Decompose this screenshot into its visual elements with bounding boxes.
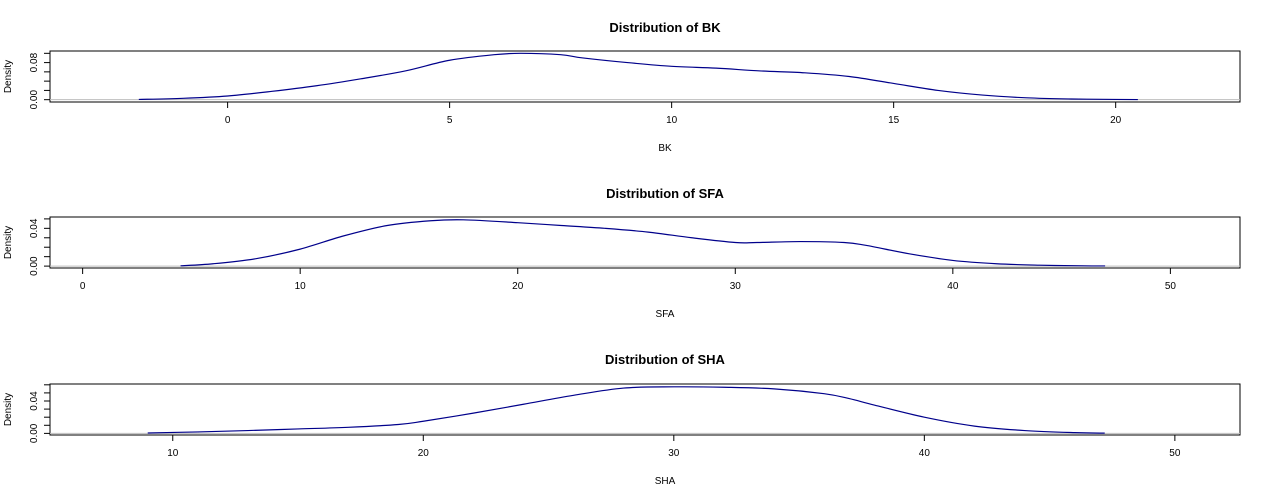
x-axis-label: BK xyxy=(658,143,672,154)
y-tick-label: 0.00 xyxy=(29,423,40,443)
density-curve xyxy=(180,219,1106,267)
density-curve xyxy=(138,52,1138,101)
x-tick-label: 40 xyxy=(919,448,931,459)
x-tick-label: 40 xyxy=(947,281,959,292)
x-tick-label: 10 xyxy=(666,115,678,126)
x-tick-label: 5 xyxy=(447,115,453,126)
x-tick-label: 20 xyxy=(418,448,430,459)
chart-panel: Distribution of BK 0 5 10 15 20 0.00 0.08 BK Dens… xyxy=(3,20,1241,154)
y-tick-label: 0.04 xyxy=(29,391,40,411)
y-axis-label: Density xyxy=(3,60,14,93)
x-tick-label: 50 xyxy=(1165,281,1177,292)
y-axis-label: Density xyxy=(3,226,14,259)
chart-title: Distribution of BK xyxy=(609,20,721,35)
y-axis-label: Density xyxy=(3,393,14,426)
x-tick-label: 10 xyxy=(167,448,179,459)
y-tick-label: 0.00 xyxy=(29,90,40,110)
x-tick-label: 30 xyxy=(668,448,680,459)
x-tick-label: 20 xyxy=(512,281,524,292)
x-tick-label: 0 xyxy=(225,115,231,126)
y-tick-label: 0.04 xyxy=(29,218,40,238)
x-tick-label: 15 xyxy=(888,115,900,126)
x-tick-label: 10 xyxy=(295,281,307,292)
y-tick-label: 0.08 xyxy=(29,52,40,72)
x-tick-label: 0 xyxy=(80,281,86,292)
x-tick-label: 30 xyxy=(730,281,742,292)
y-tick-label: 0.00 xyxy=(29,256,40,276)
chart-panel: Distribution of SHA 10 20 30 40 50 0.00 0.04 SHA… xyxy=(3,352,1241,487)
plot-frame xyxy=(49,50,1241,103)
chart-panel: Distribution of SFA 0 10 20 30 40 50 0.00 0.04 SF… xyxy=(3,186,1241,320)
x-tick-label: 50 xyxy=(1169,448,1181,459)
x-axis-label: SHA xyxy=(655,476,676,487)
density-curve xyxy=(147,386,1105,434)
chart-title: Distribution of SHA xyxy=(605,352,725,367)
plot-frame xyxy=(49,216,1241,269)
chart-title: Distribution of SFA xyxy=(606,186,724,201)
x-axis-label: SFA xyxy=(656,309,675,320)
plot-frame xyxy=(49,383,1241,436)
x-tick-label: 20 xyxy=(1110,115,1122,126)
